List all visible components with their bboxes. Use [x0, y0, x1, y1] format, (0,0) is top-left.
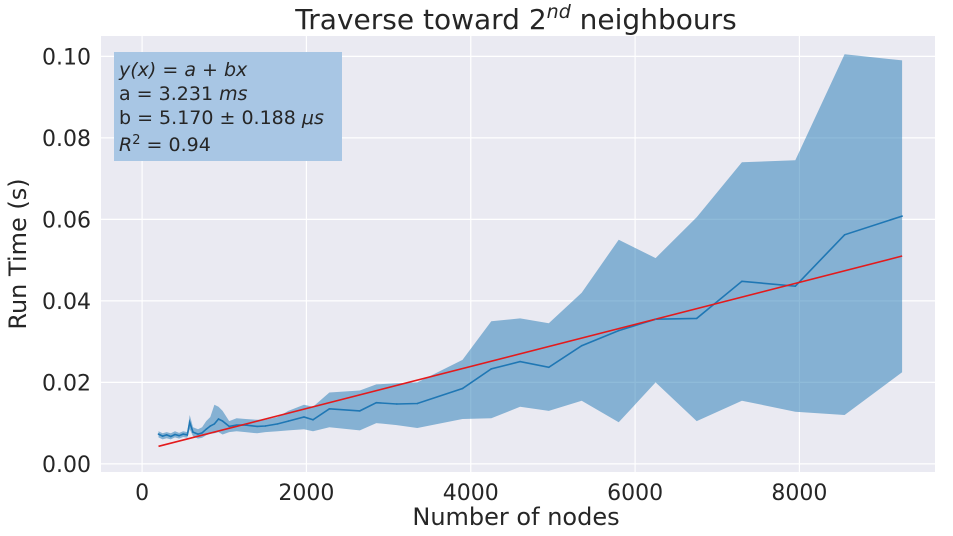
- annotation-b: b = 5.170 ± 0.188 μs: [119, 107, 324, 129]
- data-point: [461, 387, 464, 390]
- annotation-r2: R2 = 0.94: [119, 133, 211, 157]
- fit-line: [158, 255, 903, 448]
- confidence-band: [158, 54, 903, 440]
- data-point: [375, 401, 378, 404]
- data-point: [654, 318, 657, 320]
- data-point: [165, 434, 168, 436]
- data-point: [276, 423, 279, 425]
- x-tick-labels: 0 2000 4000 6000 8000: [135, 481, 827, 506]
- data-point: [182, 433, 184, 435]
- x-tick-label: 0: [135, 481, 149, 506]
- data-point: [235, 424, 238, 426]
- data-point: [217, 418, 220, 420]
- data-point: [741, 280, 743, 283]
- y-tick-label: 0.08: [42, 127, 91, 152]
- data-point: [244, 424, 247, 426]
- data-point: [201, 432, 203, 434]
- data-point: [843, 234, 846, 236]
- data-point: [213, 423, 216, 425]
- y-axis-label: Run Time (s): [4, 178, 32, 329]
- data-point: [192, 431, 194, 433]
- x-tick-label: 6000: [607, 481, 663, 506]
- series-points: [157, 215, 903, 438]
- data-point: [312, 419, 314, 421]
- y-tick-label: 0.06: [42, 208, 91, 233]
- data-point: [303, 416, 305, 418]
- data-point: [228, 425, 230, 428]
- annotation-a: a = 3.231 ms: [119, 83, 248, 105]
- x-tick-label: 8000: [771, 481, 827, 506]
- y-tick-label: 0.00: [42, 453, 91, 478]
- x-tick-label: 4000: [443, 481, 499, 506]
- data-point: [617, 329, 620, 332]
- x-tick-label: 2000: [278, 481, 334, 506]
- data-point: [490, 368, 493, 370]
- data-point: [178, 434, 180, 437]
- data-point: [359, 410, 361, 412]
- data-point: [209, 425, 212, 427]
- data-point: [221, 420, 224, 422]
- data-point: [264, 425, 267, 427]
- data-point: [161, 435, 164, 437]
- annotation-equation: y(x) = a + bx: [118, 59, 248, 81]
- data-point: [519, 360, 521, 363]
- chart-title: Traverse toward 2nd neighbours: [294, 1, 736, 36]
- data-point: [416, 402, 419, 405]
- data-point: [695, 317, 698, 320]
- annotation-background: [114, 52, 342, 161]
- y-tick-labels: 0.00 0.02 0.04 0.06 0.08 0.10: [42, 45, 91, 477]
- data-point: [197, 433, 199, 435]
- data-point: [188, 421, 191, 424]
- y-tick-label: 0.10: [42, 45, 91, 70]
- data-point: [548, 366, 550, 369]
- data-point: [205, 428, 207, 431]
- data-point: [170, 435, 172, 438]
- y-tick-label: 0.04: [42, 290, 91, 315]
- data-point: [580, 344, 583, 347]
- annotation-box: y(x) = a + bx a = 3.231 ms b = 5.170 ± 0…: [114, 52, 342, 161]
- data-point: [256, 425, 258, 428]
- data-point: [901, 215, 903, 217]
- data-point: [396, 403, 398, 405]
- data-point: [328, 408, 331, 410]
- x-axis-label: Number of nodes: [412, 503, 619, 531]
- data-point: [287, 420, 290, 422]
- data-point: [174, 433, 176, 436]
- data-point: [157, 433, 160, 435]
- data-point: [794, 285, 797, 287]
- y-tick-label: 0.02: [42, 371, 91, 396]
- data-point: [186, 434, 189, 436]
